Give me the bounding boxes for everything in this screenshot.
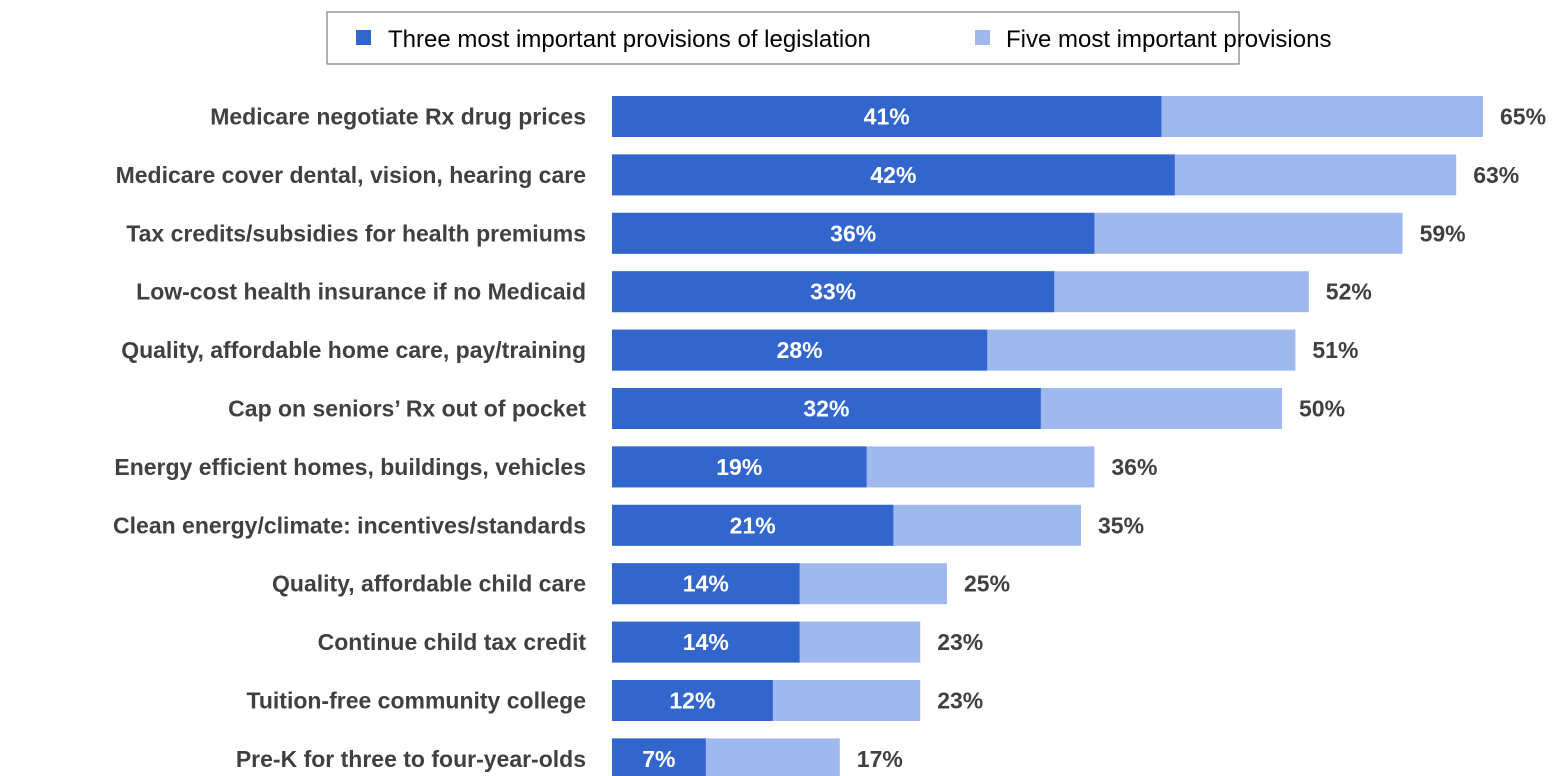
data-label-three: 33% — [810, 279, 856, 305]
bar-three-most-important — [612, 212, 1095, 254]
data-label-five: 65% — [1500, 104, 1546, 130]
data-label-five: 23% — [937, 688, 983, 714]
data-label-five: 52% — [1326, 279, 1372, 305]
category-label: Quality, affordable home care, pay/train… — [121, 337, 586, 363]
data-label-three: 42% — [870, 162, 916, 188]
data-label-three: 41% — [864, 104, 910, 130]
category-label: Clean energy/climate: incentives/standar… — [113, 512, 586, 538]
data-label-five: 36% — [1111, 454, 1157, 480]
category-label: Quality, affordable child care — [272, 571, 586, 597]
bar-three-most-important — [612, 738, 706, 776]
bar-three-most-important — [612, 446, 867, 488]
data-label-five: 17% — [857, 746, 903, 772]
legend-label-three: Three most important provisions of legis… — [388, 26, 871, 53]
data-label-five: 59% — [1420, 220, 1466, 246]
category-label: Low-cost health insurance if no Medicaid — [136, 279, 586, 305]
data-label-three: 36% — [830, 220, 876, 246]
category-label: Continue child tax credit — [318, 629, 587, 655]
category-label: Cap on seniors’ Rx out of pocket — [228, 396, 586, 422]
data-label-five: 50% — [1299, 396, 1345, 422]
data-label-three: 19% — [716, 454, 762, 480]
category-label: Pre-K for three to four-year-olds — [236, 746, 586, 772]
data-label-five: 63% — [1473, 162, 1519, 188]
legend: Three most important provisions of legis… — [326, 11, 1331, 65]
category-label: Medicare cover dental, vision, hearing c… — [116, 162, 586, 188]
legend-label-five: Five most important provisions — [1006, 26, 1331, 53]
data-label-three: 14% — [683, 629, 729, 655]
data-label-five: 35% — [1098, 512, 1144, 538]
data-label-three: 7% — [642, 746, 675, 772]
legend-swatch-three — [356, 30, 371, 45]
data-label-three: 12% — [669, 688, 715, 714]
data-label-three: 32% — [803, 396, 849, 422]
bar-three-most-important — [612, 563, 800, 605]
bar-three-most-important — [612, 388, 1041, 429]
plot-area: Medicare negotiate Rx drug prices 41% 65% M… — [113, 96, 1546, 776]
bar-three-most-important — [612, 329, 988, 371]
data-label-five: 25% — [964, 571, 1010, 597]
data-label-five: 23% — [937, 629, 983, 655]
bar-three-most-important — [612, 680, 773, 721]
data-label-five: 51% — [1312, 337, 1358, 363]
legend-swatch-five — [975, 30, 990, 45]
bar-three-most-important — [612, 96, 1162, 137]
legend-box — [326, 11, 1240, 65]
category-label: Energy efficient homes, buildings, vehic… — [114, 454, 586, 480]
bar-three-most-important — [612, 621, 800, 663]
data-label-three: 21% — [730, 512, 776, 538]
data-label-three: 14% — [683, 571, 729, 597]
category-label: Tax credits/subsidies for health premium… — [126, 220, 586, 246]
bar-three-most-important — [612, 154, 1175, 196]
category-label: Medicare negotiate Rx drug prices — [210, 104, 586, 130]
data-label-three: 28% — [777, 337, 823, 363]
bar-three-most-important — [612, 504, 894, 546]
category-label: Tuition-free community college — [247, 688, 587, 714]
bar-three-most-important — [612, 271, 1055, 313]
